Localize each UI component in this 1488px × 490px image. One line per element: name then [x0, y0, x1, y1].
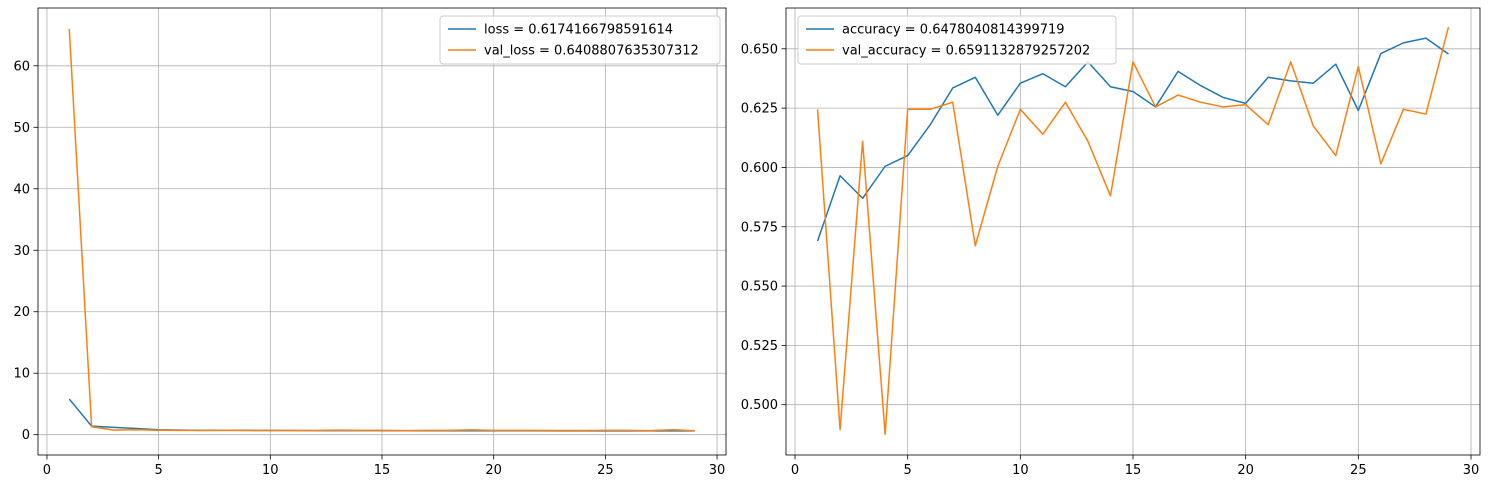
y-tick-label: 0.500	[741, 398, 778, 413]
y-tick-label: 60	[13, 59, 30, 74]
loss-ticks: 0 5 10 15 20 25 30 0 10 20 30 40 50 60	[13, 59, 725, 478]
loss-chart: 0 5 10 15 20 25 30 0 10 20 30 40 50 60 loss = 0.61741…	[13, 7, 727, 478]
y-tick-label: 40	[13, 182, 30, 197]
x-tick-label: 30	[709, 463, 726, 478]
x-tick-label: 20	[1237, 463, 1254, 478]
y-tick-label: 30	[13, 244, 30, 259]
x-tick-label: 15	[374, 463, 391, 478]
accuracy-legend-label: accuracy = 0.6478040814399719	[842, 23, 1065, 38]
accuracy-legend-box	[797, 15, 1117, 65]
loss-legend-box	[439, 15, 721, 65]
y-tick-label: 20	[13, 305, 30, 320]
series-line-train	[816, 37, 1449, 242]
y-tick-label: 0.625	[741, 102, 778, 117]
x-tick-label: 0	[791, 463, 799, 478]
x-tick-label: 30	[1463, 463, 1480, 478]
series-line-validation	[68, 28, 695, 432]
val-loss-legend-label: val_loss = 0.6408807635307312	[484, 44, 699, 59]
y-tick-label: 0.650	[741, 42, 778, 57]
x-tick-label: 5	[154, 463, 162, 478]
y-tick-label: 50	[13, 121, 30, 136]
x-tick-label: 25	[597, 463, 614, 478]
accuracy-lines	[816, 27, 1450, 436]
series-line-validation	[816, 27, 1450, 436]
x-tick-label: 15	[1125, 463, 1142, 478]
val-accuracy-legend-label: val_accuracy = 0.6591132879257202	[842, 44, 1090, 59]
y-tick-label: 0.600	[741, 161, 778, 176]
x-tick-label: 20	[485, 463, 502, 478]
y-tick-label: 10	[13, 367, 30, 382]
x-tick-label: 10	[1012, 463, 1029, 478]
x-tick-label: 25	[1350, 463, 1367, 478]
loss-lines	[68, 28, 695, 432]
loss-legend: loss = 0.6174166798591614 val_loss = 0.6…	[439, 15, 721, 65]
y-tick-label: 0.525	[741, 339, 778, 354]
loss-grid	[38, 8, 726, 455]
y-tick-label: 0.575	[741, 220, 778, 235]
x-tick-label: 0	[43, 463, 51, 478]
x-tick-label: 5	[904, 463, 912, 478]
accuracy-legend: accuracy = 0.6478040814399719 val_accura…	[797, 15, 1117, 65]
accuracy-chart: 0 5 10 15 20 25 30 0.500 0.525 0.550 0.575 0.600 0.6…	[741, 7, 1481, 478]
accuracy-ticks: 0 5 10 15 20 25 30 0.500 0.525 0.550 0.575 0.600 0.6…	[741, 42, 1479, 478]
x-tick-label: 10	[262, 463, 279, 478]
y-tick-label: 0	[22, 428, 30, 443]
loss-legend-label: loss = 0.6174166798591614	[484, 23, 673, 38]
y-tick-label: 0.550	[741, 280, 778, 295]
